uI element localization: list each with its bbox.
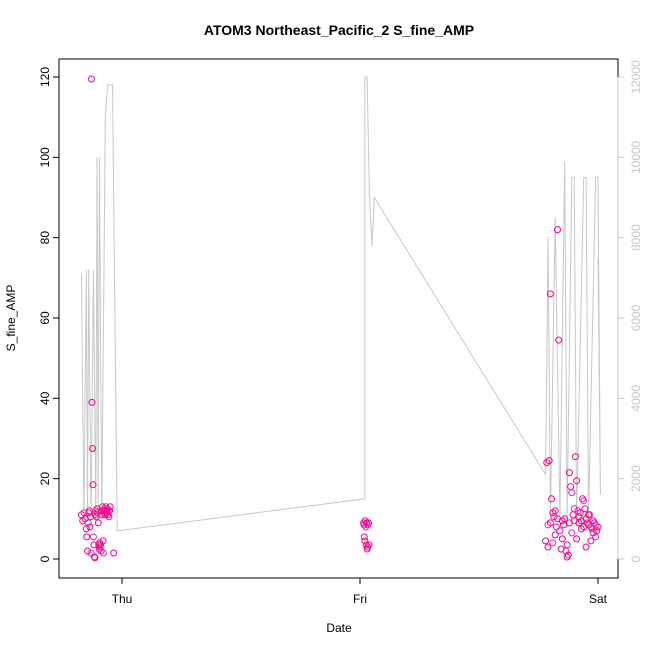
right-tick-label: 12000: [629, 60, 643, 94]
data-point: [571, 453, 579, 461]
data-point: [550, 513, 558, 521]
data-point: [99, 549, 107, 557]
data-point: [546, 519, 554, 527]
data-point: [573, 535, 581, 543]
data-point: [577, 517, 585, 525]
data-point: [561, 515, 569, 523]
right-tick-label: 8000: [629, 224, 643, 251]
data-point: [560, 521, 567, 529]
data-point: [551, 507, 559, 515]
data-point: [576, 509, 584, 517]
right-tick-label: 0: [629, 555, 643, 562]
data-point: [573, 477, 581, 485]
data-point: [563, 541, 571, 549]
data-point: [91, 554, 99, 562]
data-point: [106, 503, 114, 511]
data-point: [94, 509, 101, 517]
data-point: [565, 519, 573, 527]
data-point: [365, 519, 373, 527]
left-tick-label: 80: [38, 231, 52, 245]
data-point: [360, 533, 368, 541]
left-tick-label: 40: [38, 391, 52, 405]
data-point: [570, 505, 578, 513]
left-tick-label: 100: [38, 147, 52, 167]
data-point: [575, 513, 583, 521]
left-axis: 0 20 40 60 80 100 120: [38, 67, 60, 562]
data-point: [589, 517, 597, 525]
data-point: [97, 547, 105, 555]
data-point: [363, 519, 371, 527]
data-point: [548, 495, 556, 503]
data-point: [361, 537, 369, 545]
right-axis: 0 2000 4000 6000 8000 10000 12000: [617, 60, 643, 562]
plot-box: [58, 58, 619, 579]
data-point: [542, 537, 550, 545]
right-tick-label: 10000: [629, 140, 643, 174]
data-point: [84, 519, 92, 527]
data-point: [99, 537, 107, 545]
bottom-tick-label: Thu: [112, 592, 133, 606]
data-point: [365, 541, 373, 549]
data-point: [89, 445, 96, 452]
data-point: [94, 519, 102, 527]
bottom-tick-label: Fri: [353, 592, 367, 606]
left-tick-label: 60: [38, 311, 52, 325]
data-point: [110, 549, 118, 557]
data-point: [568, 529, 576, 537]
data-point: [556, 527, 564, 535]
data-point: [83, 533, 91, 541]
y-axis-label: S_fine_AMP: [4, 285, 18, 352]
left-tick-label: 20: [38, 472, 52, 486]
series-line-path: [81, 76, 601, 532]
chart-title: ATOM3 Northeast_Pacific_2 S_fine_AMP: [204, 22, 474, 38]
data-point: [580, 497, 588, 505]
data-point: [544, 543, 552, 551]
data-point: [555, 336, 563, 344]
data-point: [89, 481, 97, 489]
data-point: [88, 398, 96, 406]
data-point: [551, 531, 559, 539]
data-point: [582, 543, 590, 551]
right-tick-label: 4000: [629, 385, 643, 412]
x-axis-label: Date: [326, 621, 352, 635]
data-point: [552, 523, 560, 531]
data-point: [89, 533, 97, 541]
plot-frame: [58, 58, 619, 579]
data-point: [84, 547, 91, 555]
data-point: [86, 523, 94, 531]
data-point: [565, 469, 573, 477]
data-point: [558, 535, 566, 543]
data-point: [545, 457, 553, 465]
data-point: [546, 290, 554, 298]
series-line-group: [81, 76, 601, 532]
data-point: [581, 505, 589, 513]
data-point: [580, 523, 588, 531]
bottom-tick-label: Sat: [589, 592, 608, 606]
data-point: [106, 507, 114, 515]
data-point: [554, 515, 561, 523]
data-point: [568, 489, 576, 497]
left-tick-label: 0: [38, 555, 52, 562]
data-point: [587, 537, 595, 545]
data-point: [82, 525, 90, 533]
data-point: [88, 75, 95, 83]
data-point: [567, 483, 575, 491]
right-tick-label: 2000: [629, 465, 643, 492]
right-tick-label: 6000: [629, 304, 643, 331]
bottom-axis: Thu Fri Sat: [112, 577, 608, 606]
data-point: [564, 551, 572, 559]
data-point: [554, 226, 561, 234]
series-points-group: [78, 75, 602, 562]
left-tick-label: 120: [38, 67, 52, 87]
data-point: [585, 511, 592, 519]
data-point: [549, 539, 557, 547]
